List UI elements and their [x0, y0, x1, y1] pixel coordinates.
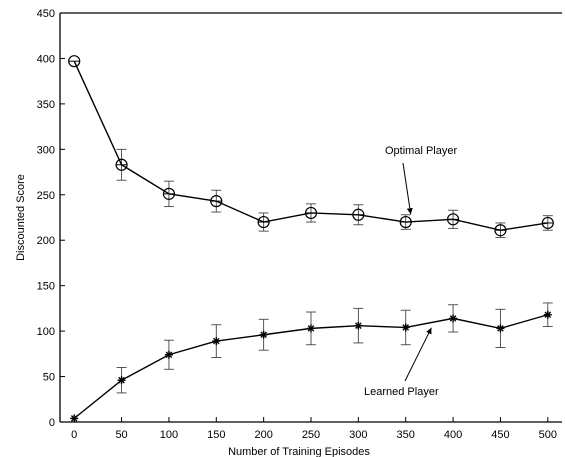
star-marker [164, 350, 173, 359]
circle-marker [210, 195, 223, 208]
star-marker [307, 324, 315, 333]
y-tick-label: 150 [37, 281, 55, 293]
annotations: Optimal Player Learned Player [364, 145, 457, 398]
star-marker [70, 414, 79, 423]
y-tick-label: 250 [37, 190, 55, 202]
series-markers [68, 55, 554, 423]
star-marker [259, 330, 268, 339]
x-axis-ticks: 0 50 100 150 200 250 300 350 400 450 500 [71, 417, 557, 441]
optimal-player-arrow [402, 162, 413, 215]
x-tick-label: 350 [397, 429, 415, 441]
y-tick-label: 400 [37, 53, 55, 65]
x-tick-label: 0 [71, 429, 77, 441]
star-marker [117, 376, 126, 385]
series-lines [73, 60, 548, 419]
x-tick-label: 250 [302, 429, 320, 441]
x-tick-label: 200 [254, 429, 272, 441]
circle-marker [162, 187, 176, 200]
y-tick-label: 450 [37, 8, 55, 20]
x-tick-label: 400 [444, 429, 462, 441]
star-marker [449, 314, 458, 323]
circle-marker [446, 213, 460, 226]
x-axis-title: Number of Training Episodes [228, 446, 370, 457]
x-tick-label: 450 [491, 429, 509, 441]
optimal-player-label: Optimal Player [385, 145, 457, 157]
y-tick-label: 100 [37, 326, 55, 338]
star-marker [354, 321, 363, 330]
circle-marker [68, 55, 81, 68]
learned-player-label: Learned Player [364, 386, 439, 398]
x-tick-label: 150 [207, 429, 225, 441]
y-tick-label: 0 [49, 417, 55, 429]
star-marker [212, 337, 221, 346]
circle-marker [541, 216, 554, 230]
star-marker [543, 310, 552, 319]
circle-marker [115, 158, 128, 171]
star-marker [496, 324, 505, 333]
learned-player-arrow [404, 327, 432, 382]
x-tick-label: 50 [115, 429, 127, 441]
circle-marker [494, 224, 507, 237]
y-axis-title: Discounted Score [15, 174, 27, 261]
y-axis-ticks: 0 50 100 150 200 250 300 350 400 450 [37, 8, 65, 429]
y-tick-label: 300 [37, 144, 55, 156]
y-tick-label: 350 [37, 99, 55, 111]
circle-marker [257, 215, 270, 229]
error-bars [116, 148, 553, 394]
y-tick-label: 200 [37, 235, 55, 247]
x-tick-label: 500 [539, 429, 557, 441]
star-marker [401, 323, 410, 332]
y-tick-label: 50 [43, 372, 55, 384]
circle-marker [304, 206, 318, 220]
x-tick-label: 300 [349, 429, 367, 441]
x-tick-label: 100 [160, 429, 178, 441]
circle-marker [399, 215, 412, 229]
circle-marker [352, 208, 365, 221]
